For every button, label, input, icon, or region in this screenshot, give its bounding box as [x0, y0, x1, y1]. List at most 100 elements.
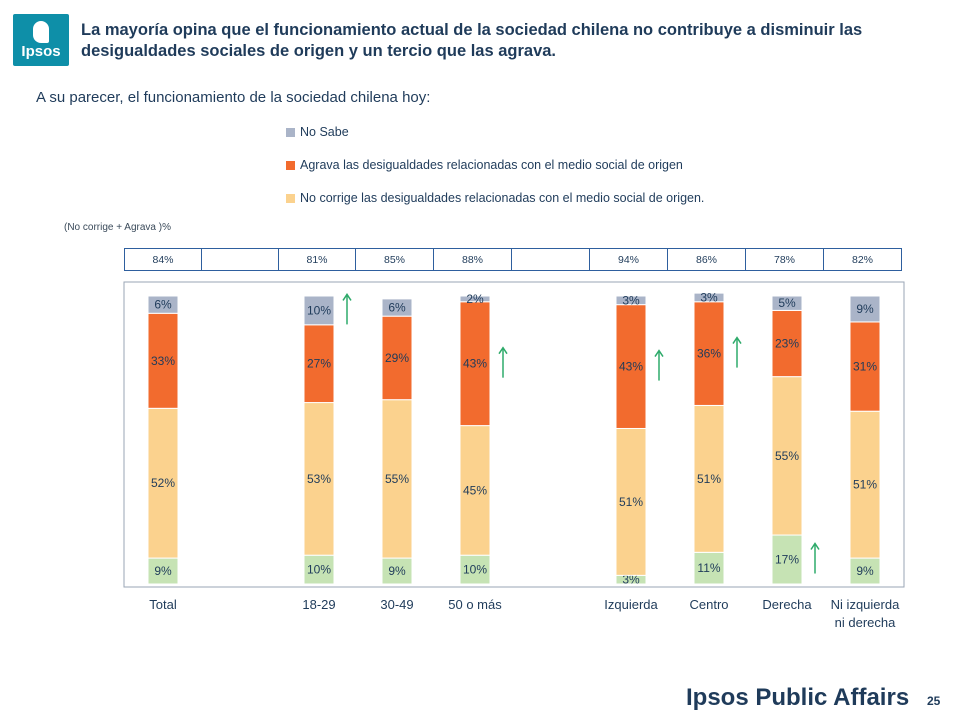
logo-text: Ipsos — [21, 43, 61, 60]
bar-segment — [459, 295, 491, 303]
bar-segment — [381, 298, 413, 317]
bar-segment — [693, 292, 725, 303]
up-arrow-head-icon — [498, 346, 508, 355]
category-label: 30-49 — [380, 597, 413, 612]
data-label: 5% — [778, 296, 796, 310]
bar-segment — [771, 295, 803, 311]
bar-segment — [849, 557, 881, 585]
legend-label: No corrige las desigualdades relacionada… — [300, 191, 705, 205]
legend-item-no-corrige: No corrige las desigualdades relacionada… — [286, 189, 740, 208]
data-label: 52% — [151, 476, 175, 490]
data-label: 3% — [622, 573, 640, 587]
bar-segment — [147, 295, 179, 314]
plot-frame — [123, 281, 905, 588]
legend-swatch — [286, 161, 295, 170]
category-label: Total — [149, 597, 177, 612]
data-label: 9% — [154, 564, 172, 578]
data-label: 55% — [775, 449, 799, 463]
summary-cell: 81% — [278, 248, 356, 271]
bar-segment — [303, 402, 335, 556]
data-label: 9% — [388, 564, 406, 578]
chart-legend: No Sabe Agrava las desigualdades relacio… — [286, 123, 756, 208]
bar-segment — [849, 295, 881, 323]
category-label: ni derecha — [835, 615, 896, 630]
data-label: 10% — [307, 563, 331, 577]
summary-cell: 88% — [433, 248, 512, 271]
question-text: A su parecer, el funcionamiento de la so… — [36, 89, 431, 106]
bar-segment — [303, 554, 335, 585]
ipsos-logo: Ipsos — [13, 14, 69, 66]
summary-table: 84% 81% 85% 88% 94% 86% 78% 82% — [124, 248, 902, 271]
bar-segment — [303, 295, 335, 326]
category-label: Derecha — [762, 597, 812, 612]
bar-segment — [693, 551, 725, 585]
data-label: 9% — [856, 302, 874, 316]
legend-swatch — [286, 128, 295, 137]
data-label: 10% — [463, 563, 487, 577]
data-label: 23% — [775, 337, 799, 351]
bar-segment — [147, 312, 179, 409]
up-arrow-head-icon — [732, 336, 742, 345]
data-label: 45% — [463, 483, 487, 497]
data-label: 55% — [385, 472, 409, 486]
bar-segment — [693, 404, 725, 553]
up-arrow-head-icon — [654, 349, 664, 357]
legend-item-agrava: Agrava las desigualdades relacionadas co… — [286, 156, 756, 175]
data-label: 11% — [697, 561, 720, 575]
summary-cell: 82% — [823, 248, 902, 271]
bar-segment — [771, 376, 803, 536]
data-label: 43% — [619, 360, 643, 374]
category-label: Centro — [689, 597, 728, 612]
data-label: 17% — [775, 553, 799, 567]
category-label: Ni izquierda — [831, 597, 900, 612]
bar-segment — [147, 407, 179, 559]
data-label: 2% — [466, 292, 484, 306]
data-label: 53% — [307, 472, 331, 486]
summary-note: (No corrige + Agrava )% — [64, 222, 171, 233]
data-label: 31% — [853, 360, 877, 374]
data-label: 43% — [463, 357, 487, 371]
category-label: 50 o más — [448, 597, 502, 612]
data-label: 33% — [151, 354, 175, 368]
data-label: 27% — [307, 357, 331, 371]
bar-segment — [381, 315, 413, 401]
page-title: La mayoría opina que el funcionamiento a… — [81, 21, 863, 60]
bar-segment — [459, 425, 491, 556]
data-label: 10% — [307, 303, 331, 317]
data-label: 51% — [619, 495, 643, 509]
logo-mark-icon — [33, 21, 49, 43]
bar-segment — [771, 309, 803, 378]
up-arrow-head-icon — [342, 293, 352, 301]
legend-swatch — [286, 194, 295, 203]
up-arrow-head-icon — [810, 542, 820, 550]
data-label: 29% — [385, 351, 409, 365]
data-label: 36% — [697, 347, 721, 361]
bar-segment — [381, 399, 413, 559]
summary-row: 84% 81% 85% 88% 94% 86% 78% 82% — [124, 248, 902, 271]
data-label: 51% — [697, 472, 721, 486]
bar-segment — [303, 324, 335, 404]
legend-item-no-sabe: No Sabe — [286, 123, 756, 142]
data-label: 9% — [856, 564, 874, 578]
legend-label: Agrava las desigualdades relacionadas co… — [300, 158, 683, 172]
bar-segment — [381, 557, 413, 585]
legend-label: No Sabe — [300, 125, 349, 139]
data-label: 3% — [700, 290, 718, 304]
page-number: 25 — [927, 694, 941, 708]
bar-segment — [615, 427, 647, 576]
footer-brand: Ipsos Public Affairs — [686, 684, 910, 711]
data-label: 3% — [622, 293, 640, 307]
data-label: 6% — [388, 301, 406, 315]
category-label: Izquierda — [604, 597, 658, 612]
bar-segment — [147, 557, 179, 585]
data-label: 51% — [853, 478, 877, 492]
bar-segment — [849, 410, 881, 559]
bar-segment — [459, 301, 491, 427]
bar-segment — [459, 554, 491, 585]
category-label: 18-29 — [302, 597, 335, 612]
bar-segment — [849, 321, 881, 412]
bar-segment — [615, 295, 647, 306]
summary-cell: 94% — [589, 248, 668, 271]
data-label: 6% — [154, 298, 172, 312]
